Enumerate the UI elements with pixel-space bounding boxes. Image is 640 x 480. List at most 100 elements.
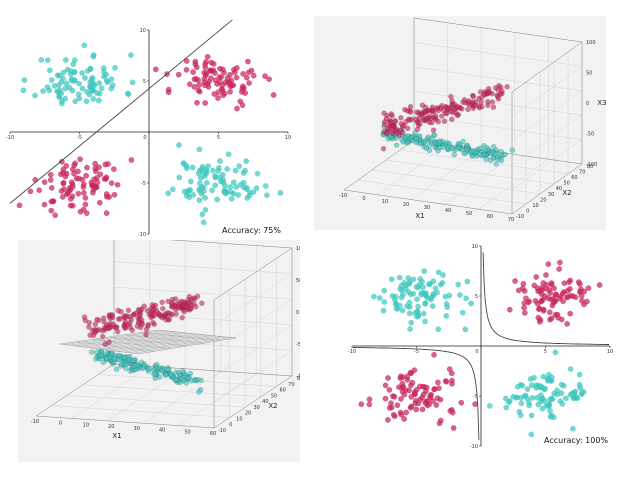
data-point bbox=[163, 372, 169, 378]
data-point bbox=[556, 266, 562, 272]
y-tick-label: -5 bbox=[473, 394, 478, 400]
axis-edge bbox=[35, 415, 215, 429]
data-point bbox=[233, 74, 240, 81]
data-point bbox=[184, 189, 191, 196]
panel-2d-linear: -10 -5 0 5 10 10 5 -5 -10 Accuracy: 75% bbox=[0, 18, 300, 240]
data-point bbox=[558, 381, 565, 388]
data-point bbox=[502, 151, 508, 158]
data-point bbox=[27, 188, 34, 195]
data-point bbox=[503, 404, 509, 411]
data-point bbox=[77, 156, 83, 162]
data-point bbox=[240, 71, 246, 77]
data-point bbox=[422, 138, 428, 145]
data-point bbox=[382, 119, 388, 125]
data-point bbox=[210, 61, 217, 67]
data-point bbox=[572, 294, 579, 301]
data-point bbox=[204, 179, 210, 186]
data-point bbox=[495, 93, 501, 100]
data-point bbox=[79, 85, 86, 92]
data-point bbox=[528, 431, 535, 438]
data-point bbox=[490, 104, 497, 110]
data-point bbox=[546, 287, 552, 293]
data-point bbox=[449, 370, 455, 377]
data-point bbox=[84, 164, 90, 171]
data-point bbox=[460, 309, 466, 316]
data-point bbox=[210, 67, 217, 74]
data-point bbox=[407, 326, 413, 332]
data-point bbox=[414, 109, 420, 115]
x-tick-label: 10 bbox=[607, 349, 613, 355]
x-tick-label: -5 bbox=[414, 349, 419, 355]
data-point bbox=[464, 142, 470, 149]
data-point bbox=[236, 163, 242, 169]
x-tick-label: 60 bbox=[487, 214, 493, 220]
data-point bbox=[64, 191, 70, 197]
data-point bbox=[415, 312, 422, 318]
axis-edge bbox=[343, 139, 415, 191]
data-point bbox=[425, 134, 431, 140]
data-point bbox=[191, 84, 198, 90]
x-tick-label: 30 bbox=[134, 426, 140, 432]
data-point bbox=[172, 306, 179, 313]
data-point bbox=[41, 201, 48, 208]
data-point bbox=[187, 370, 194, 377]
data-point bbox=[407, 117, 413, 123]
data-point bbox=[111, 166, 117, 172]
data-point bbox=[518, 400, 525, 407]
x-tick-label: 20 bbox=[108, 424, 114, 430]
data-point bbox=[376, 295, 383, 301]
data-point bbox=[195, 87, 202, 94]
data-point bbox=[461, 97, 468, 103]
floor-grid-line bbox=[399, 149, 569, 175]
data-point bbox=[100, 333, 106, 340]
data-point bbox=[398, 282, 405, 289]
data-point bbox=[44, 57, 51, 64]
data-point bbox=[358, 401, 365, 407]
data-point bbox=[366, 401, 373, 408]
data-point bbox=[242, 167, 248, 174]
data-point bbox=[413, 406, 419, 413]
data-point bbox=[521, 310, 528, 316]
data-point bbox=[435, 326, 442, 332]
data-point bbox=[577, 281, 583, 288]
data-point bbox=[389, 126, 395, 132]
data-point bbox=[455, 281, 461, 288]
data-point bbox=[396, 274, 403, 281]
data-point bbox=[159, 299, 165, 306]
data-point bbox=[197, 175, 204, 181]
data-point bbox=[443, 301, 450, 307]
data-point bbox=[564, 294, 571, 300]
data-point bbox=[396, 132, 403, 138]
data-point bbox=[108, 76, 115, 82]
data-point bbox=[214, 81, 220, 87]
plane-mesh-line bbox=[76, 341, 155, 352]
data-point bbox=[423, 398, 429, 405]
data-point bbox=[90, 96, 97, 102]
data-point bbox=[209, 187, 215, 194]
data-point bbox=[58, 79, 65, 85]
data-point bbox=[561, 280, 568, 287]
data-point bbox=[188, 178, 194, 185]
data-point bbox=[414, 386, 420, 393]
data-point bbox=[126, 357, 132, 363]
data-point bbox=[69, 76, 75, 82]
cluster-crimson-2 bbox=[358, 352, 478, 431]
floor-grid-line bbox=[478, 158, 549, 210]
y-tick-label: 50 bbox=[271, 393, 277, 399]
chart-2d-nonlinear: -10 -5 0 5 10 10 5 -5 -10 bbox=[348, 244, 613, 450]
data-point bbox=[185, 304, 191, 310]
data-point bbox=[94, 316, 100, 323]
data-point bbox=[169, 312, 175, 318]
data-point bbox=[222, 182, 228, 189]
side-grid-line bbox=[511, 139, 583, 190]
data-point bbox=[253, 185, 260, 191]
data-point bbox=[426, 147, 433, 154]
data-point bbox=[509, 147, 515, 153]
data-point bbox=[110, 321, 116, 327]
data-point bbox=[64, 66, 71, 73]
data-point bbox=[125, 91, 132, 97]
data-point bbox=[214, 196, 220, 203]
y-tick-label: 80 bbox=[297, 376, 300, 382]
data-point bbox=[460, 138, 466, 145]
data-point bbox=[486, 403, 493, 409]
